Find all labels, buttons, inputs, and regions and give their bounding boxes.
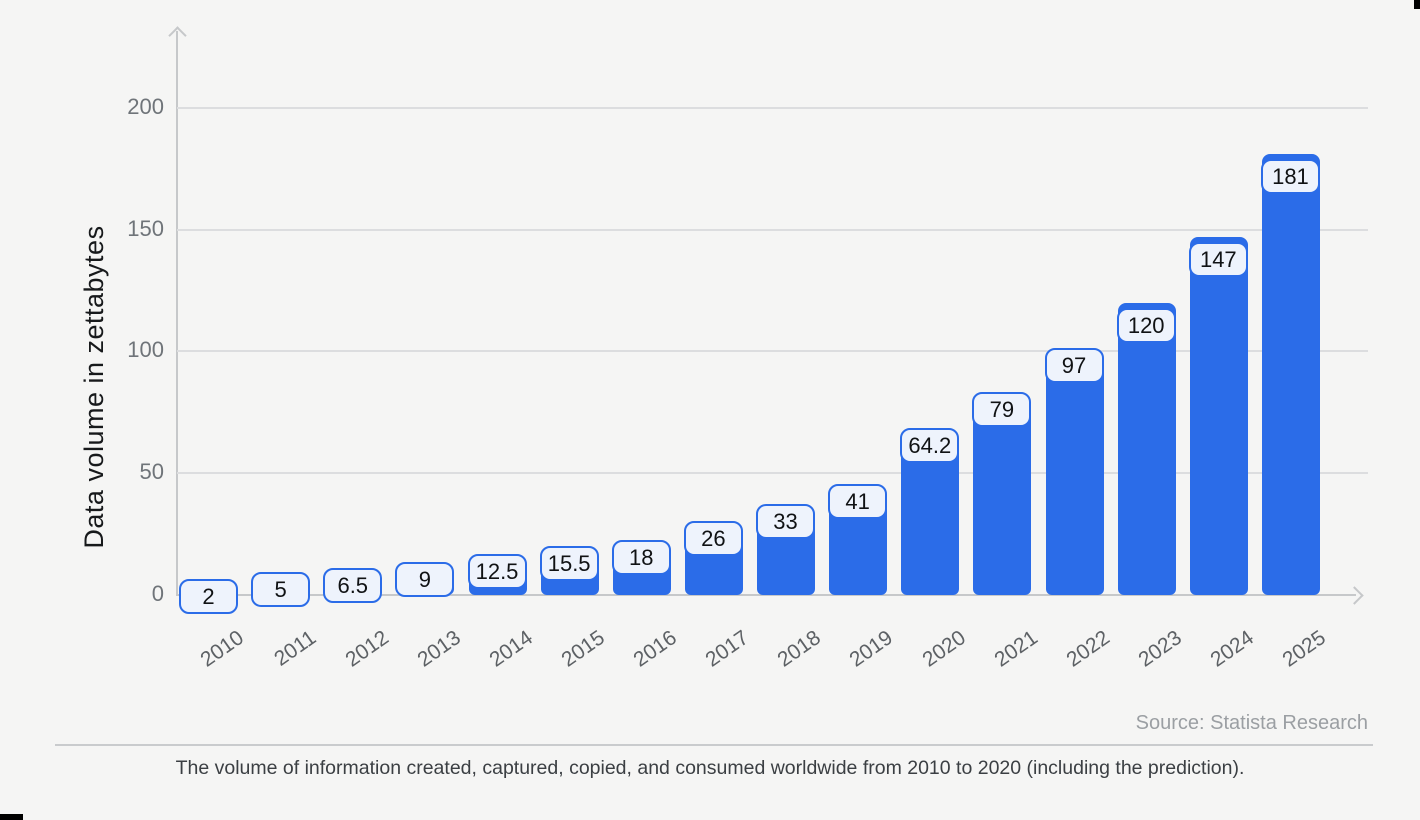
bar-value-chip: 15.5 [539,546,599,582]
y-axis-tick-label: 50 [139,459,164,485]
x-axis-category-label: 2018 [773,626,826,672]
x-axis-category-label: 2010 [196,626,249,672]
x-axis-category-label: 2019 [845,626,898,672]
source-attribution: Source: Statista Research [1135,712,1368,734]
y-axis-arrow-up-icon [168,26,187,45]
footer-divider [55,744,1373,746]
bar-2021 [973,402,1032,595]
bar-value-chip: 33 [756,503,816,539]
gridline [177,228,1368,231]
x-axis-category-label: 2013 [413,626,465,672]
bar-2022 [1045,358,1104,595]
bar-2020 [901,438,960,595]
x-axis-category-label: 2025 [1278,626,1331,672]
x-axis-category-label: 2011 [270,626,321,671]
x-axis-category-label: 2024 [1206,626,1259,672]
bar-2023 [1117,302,1176,595]
bar-value-chip: 97 [1044,347,1104,383]
x-axis-category-label: 2016 [629,626,681,672]
y-axis-tick-label: 0 [151,581,164,606]
x-axis-category-label: 2023 [1134,626,1186,672]
corner-mark-bottom-left [0,814,23,820]
corner-mark-top-right [1414,0,1420,9]
bar-value-chip: 6.5 [323,568,383,604]
x-axis-category-label: 2021 [990,626,1042,672]
x-axis-arrow-right-icon [1345,586,1364,605]
bar-value-chip: 64.2 [900,427,960,463]
gridline [177,350,1368,353]
bar-2024 [1189,236,1248,595]
x-axis-category-label: 2015 [557,626,609,672]
y-axis-tick-label: 150 [127,215,164,241]
gridline [177,106,1368,109]
x-axis-category-label: 2020 [918,626,970,672]
bar-value-chip: 79 [972,391,1032,427]
bar-value-chip: 41 [828,484,888,520]
bar-value-chip: 120 [1116,307,1176,343]
bar-value-chip: 12.5 [467,553,527,589]
bar-value-chip: 2 [179,579,238,615]
x-axis-category-label: 2017 [701,626,754,672]
bar-value-chip: 26 [683,520,743,556]
gridline [177,472,1368,475]
bar-value-chip: 181 [1260,159,1320,195]
y-axis-title: Data volume in zettabytes [79,225,109,549]
y-axis-tick-label: 200 [127,93,164,119]
chart-caption: The volume of information created, captu… [175,757,1245,779]
x-axis-category-label: 2012 [340,626,393,672]
x-axis-line [176,594,1356,596]
bar-value-chip: 18 [611,540,671,576]
y-axis-line [176,31,178,596]
bar-value-chip: 9 [395,562,455,598]
bar-value-chip: 147 [1188,241,1248,277]
bar-value-chip: 5 [251,571,311,607]
x-axis-category-label: 2014 [485,626,537,672]
x-axis-category-label: 2022 [1062,626,1114,672]
y-axis-tick-label: 100 [127,337,164,363]
bar-2025 [1261,154,1320,595]
